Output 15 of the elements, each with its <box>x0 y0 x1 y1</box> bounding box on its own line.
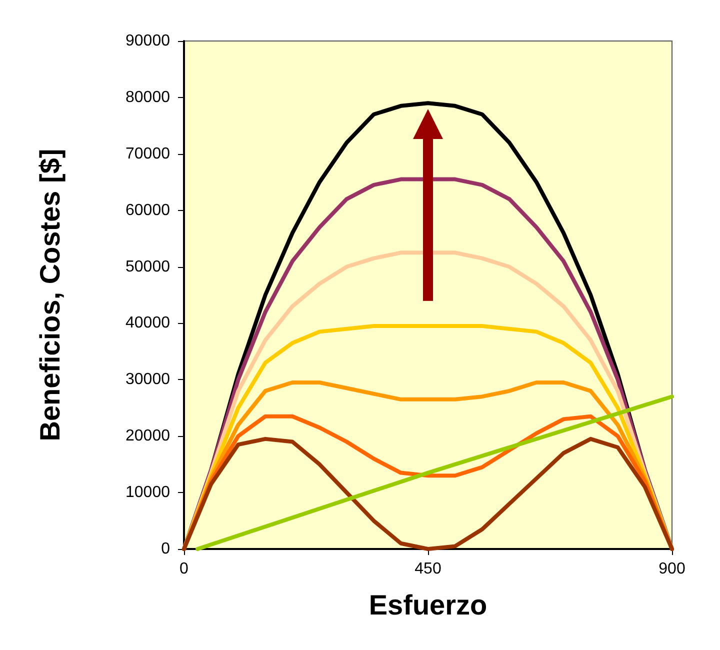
y-tick-label: 30000 <box>126 371 170 388</box>
y-tick-label: 20000 <box>126 428 170 445</box>
y-tick-label: 70000 <box>126 145 170 162</box>
y-tick-label: 80000 <box>126 88 170 106</box>
x-tick-label: 900 <box>658 560 686 578</box>
x-tick-label: 0 <box>180 560 189 578</box>
y-tick-label: 40000 <box>126 314 170 332</box>
y-tick-label: 0 <box>161 540 170 558</box>
y-tick-label: 90000 <box>126 32 170 50</box>
y-tick-label: 60000 <box>126 202 170 219</box>
y-axis-title: Beneficios, Costes [$] <box>34 148 66 442</box>
y-tick-label: 10000 <box>126 484 170 502</box>
x-tick-label: 450 <box>414 560 442 578</box>
y-tick-label: 50000 <box>126 258 170 276</box>
x-axis-title: Esfuerzo <box>368 590 488 620</box>
